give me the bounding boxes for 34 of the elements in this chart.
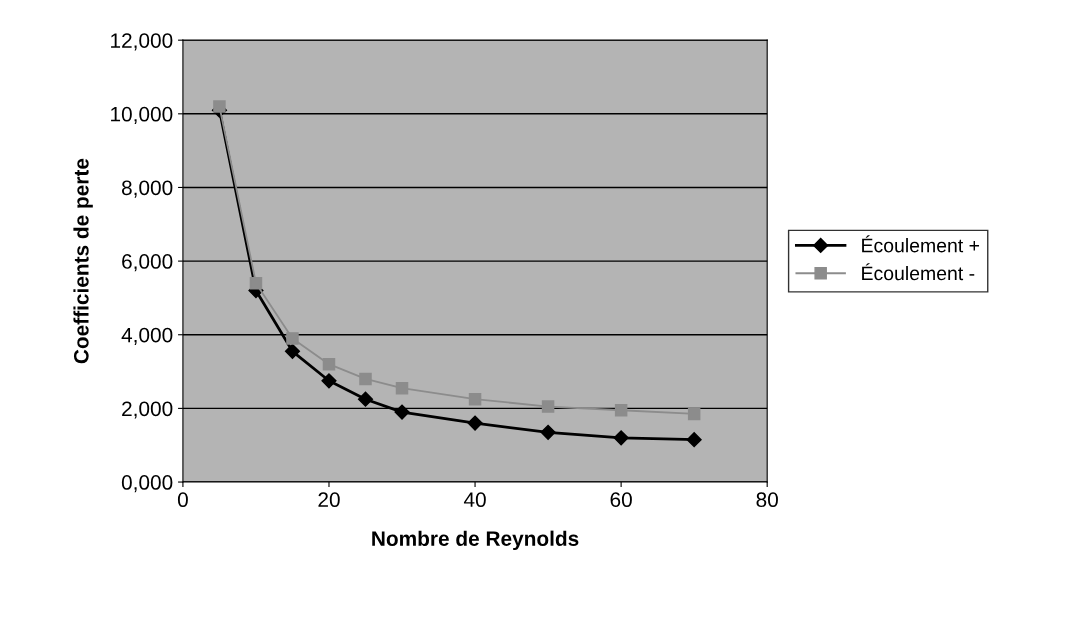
point	[357, 391, 374, 407]
x-axis-title: Nombre de Reynolds	[372, 530, 579, 551]
y-tick-label: 4,000	[121, 327, 173, 345]
x-tick-label: 80	[756, 492, 778, 508]
point	[284, 343, 301, 359]
point	[359, 372, 372, 386]
y-axis-title: Coefficients de perte	[73, 158, 93, 364]
point	[394, 404, 410, 420]
point	[213, 100, 226, 113]
y-tick-label: 8,000	[121, 180, 173, 198]
point	[322, 357, 336, 371]
point	[541, 400, 555, 413]
x-tick-label: 60	[610, 492, 632, 508]
y-tick-label: 6,000	[122, 254, 173, 272]
y-tick-label: 0,000	[121, 475, 173, 493]
x-tick-label: 40	[463, 492, 486, 508]
point	[686, 432, 702, 448]
point	[613, 430, 629, 446]
point	[395, 381, 409, 395]
x-tick-label: 20	[318, 492, 340, 508]
legend-label: Écoulement +	[862, 235, 980, 253]
x-tick-label: 0	[177, 492, 188, 508]
point	[321, 373, 337, 389]
y-tick-label: 2,000	[122, 401, 173, 419]
point	[687, 407, 701, 421]
point	[286, 332, 299, 345]
point	[468, 392, 482, 406]
point	[540, 424, 556, 440]
point	[467, 415, 483, 431]
y-tick-label: 12,000	[111, 33, 173, 51]
point	[614, 403, 628, 417]
point	[249, 276, 263, 290]
y-tick-label: 10,000	[111, 106, 173, 125]
legend-label: Écoulement -	[862, 263, 975, 281]
